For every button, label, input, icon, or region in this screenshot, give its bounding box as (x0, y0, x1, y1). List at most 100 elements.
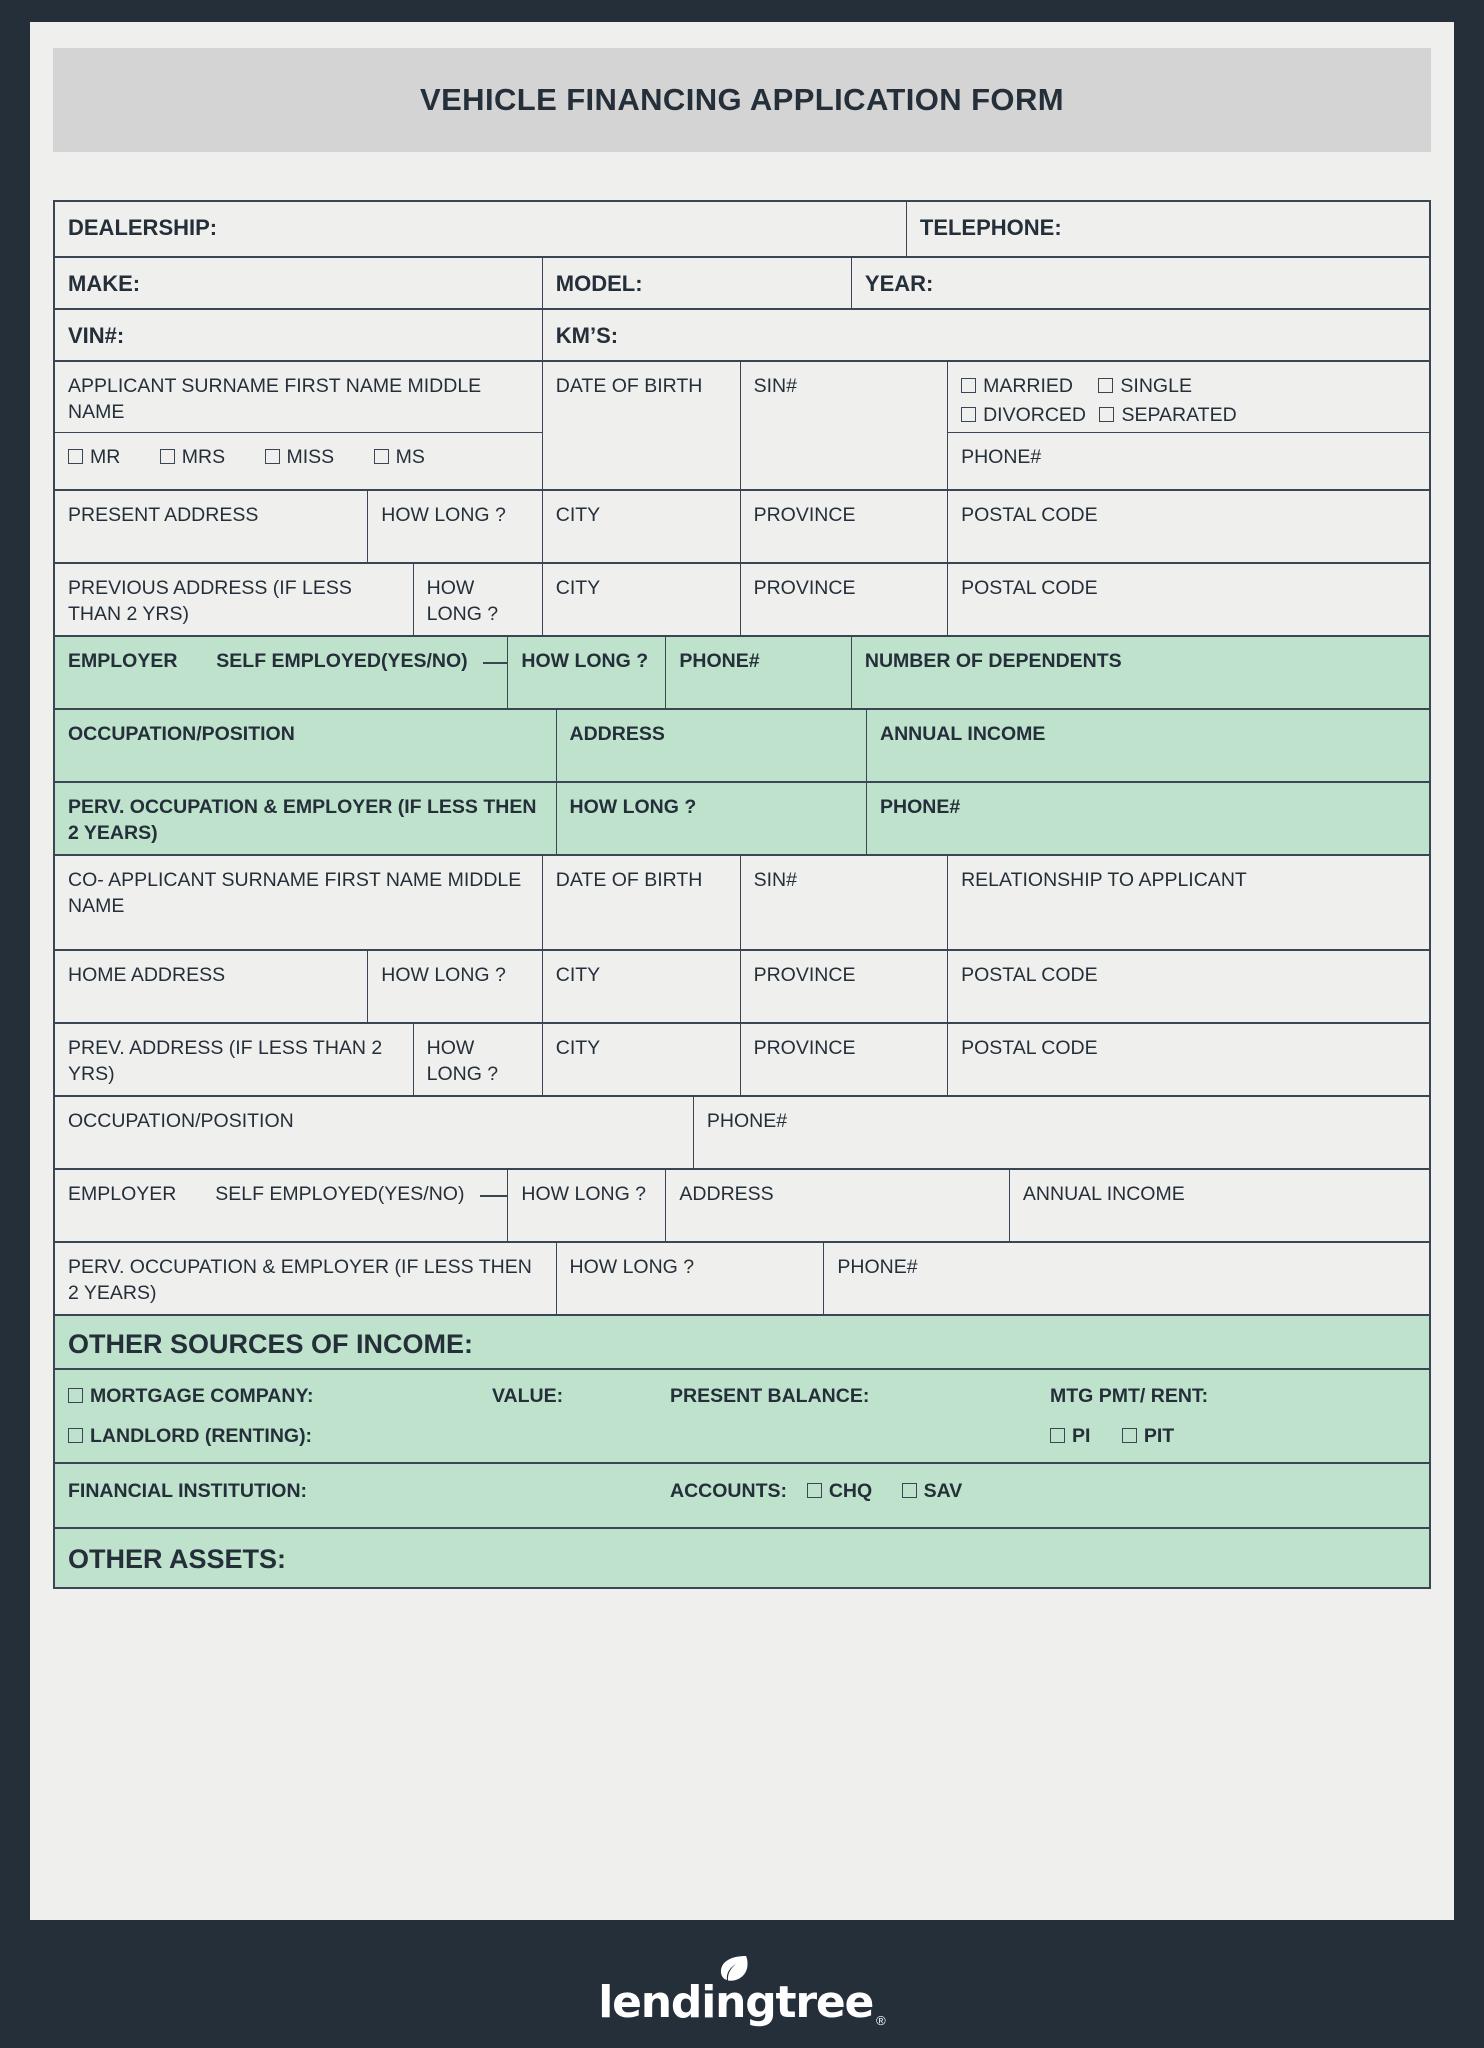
field-present-how-long[interactable]: HOW LONG ? (368, 491, 543, 562)
field-employer-phone[interactable]: PHONE# (666, 637, 852, 708)
field-coapplicant-prev-city[interactable]: CITY (543, 1024, 741, 1095)
field-previous-address[interactable]: PREVIOUS ADDRESS (IF LESS THAN 2 YRS) (55, 564, 414, 635)
field-coapplicant-prev-how-long[interactable]: HOW LONG ? (557, 1243, 825, 1314)
field-prev-occupation-phone[interactable]: PHONE# (880, 796, 961, 818)
checkbox-icon[interactable] (1099, 407, 1115, 423)
field-applicant-dob[interactable]: DATE OF BIRTH (543, 362, 741, 489)
checkbox-icon[interactable] (961, 378, 977, 393)
field-number-of-dependents[interactable]: NUMBER OF DEPENDENTS (864, 650, 1122, 672)
checkbox-icon[interactable] (68, 1388, 83, 1403)
checkbox-icon[interactable] (264, 449, 280, 464)
field-previous-city[interactable]: CITY (543, 564, 741, 635)
checkbox-icon[interactable] (806, 1483, 822, 1498)
field-applicant-names[interactable]: APPLICANT SURNAME FIRST NAME MIDDLE NAME (55, 362, 542, 433)
field-model[interactable]: MODEL: (543, 258, 852, 308)
field-previous-how-long[interactable]: HOW LONG ? (414, 564, 543, 635)
field-vin[interactable]: VIN#: (55, 310, 543, 360)
field-coapplicant-prev-address[interactable]: PREV. ADDRESS (IF LESS THAN 2 YRS) (55, 1024, 414, 1095)
field-present-province[interactable]: PROVINCE (741, 491, 949, 562)
checkbox-pit[interactable]: PIT (1121, 1423, 1174, 1449)
page-title: VEHICLE FINANCING APPLICATION FORM (420, 82, 1064, 117)
field-applicant-sin[interactable]: SIN# (741, 362, 949, 489)
field-present-city[interactable]: CITY (543, 491, 741, 562)
checkbox-married[interactable]: MARRIED (961, 373, 1073, 399)
field-coapplicant-names[interactable]: CO- APPLICANT SURNAME FIRST NAME MIDDLE … (55, 856, 543, 949)
checkbox-icon[interactable] (68, 1428, 83, 1443)
checkbox-chq[interactable]: CHQ (806, 1478, 872, 1504)
field-coapplicant-sin[interactable]: SIN# (741, 856, 949, 949)
field-dealership[interactable]: DEALERSHIP: (55, 202, 907, 256)
field-coapplicant-prev-province[interactable]: PROVINCE (741, 1024, 949, 1095)
field-present-balance[interactable]: PRESENT BALANCE: (670, 1385, 870, 1407)
registered-trademark-symbol: ® (876, 2012, 886, 2028)
field-applicant-phone[interactable]: PHONE# (961, 446, 1042, 468)
checkbox-landlord-renting[interactable]: LANDLORD (RENTING): (68, 1423, 312, 1449)
field-kms[interactable]: KM’S: (555, 323, 619, 348)
checkbox-mortgage-company[interactable]: MORTGAGE COMPANY: (68, 1383, 314, 1409)
field-coapplicant-prev-occupation[interactable]: PERV. OCCUPATION & EMPLOYER (IF LESS THE… (55, 1243, 557, 1314)
checkbox-icon[interactable] (1121, 1428, 1137, 1443)
checkbox-icon[interactable] (1050, 1428, 1065, 1443)
applicant-identity-row: APPLICANT SURNAME FIRST NAME MIDDLE NAME… (55, 362, 1429, 491)
field-coapplicant-home-address[interactable]: HOME ADDRESS (55, 951, 369, 1022)
lendingtree-logo: lendingtree ® (598, 1955, 886, 2028)
applicant-present-address-row: PRESENT ADDRESS HOW LONG ? CITY PROVINCE… (55, 491, 1429, 564)
checkbox-mr[interactable]: MR (68, 444, 120, 470)
field-coapplicant-occupation[interactable]: OCCUPATION/POSITION (55, 1097, 694, 1168)
field-employer-how-long[interactable]: HOW LONG ? (508, 637, 667, 708)
field-coapplicant-employer[interactable]: EMPLOYER SELF EMPLOYED(YES/NO) (55, 1170, 509, 1241)
field-employer-address[interactable]: ADDRESS (557, 710, 868, 781)
checkbox-ms[interactable]: MS (373, 444, 425, 470)
field-coapplicant-prev-how-long[interactable]: HOW LONG ? (414, 1024, 543, 1095)
field-telephone[interactable]: TELEPHONE: (919, 215, 1062, 240)
other-assets-row: OTHER ASSETS: (55, 1529, 1429, 1587)
field-occupation-position[interactable]: OCCUPATION/POSITION (55, 710, 557, 781)
field-coapplicant-prev-phone[interactable]: PHONE# (837, 1256, 918, 1278)
field-value[interactable]: VALUE: (492, 1385, 564, 1407)
field-coapplicant-home-how-long[interactable]: HOW LONG ? (368, 951, 543, 1022)
field-coapplicant-employer-address[interactable]: ADDRESS (666, 1170, 1010, 1241)
checkbox-icon[interactable] (68, 449, 83, 464)
checkbox-label: MRS (181, 446, 226, 468)
field-employer[interactable]: EMPLOYER SELF EMPLOYED(YES/NO) (55, 637, 509, 708)
field-coapplicant-annual-income[interactable]: ANNUAL INCOME (1022, 1183, 1185, 1205)
field-coapplicant-home-province[interactable]: PROVINCE (741, 951, 949, 1022)
checkbox-icon[interactable] (901, 1483, 917, 1498)
checkbox-icon[interactable] (961, 407, 977, 423)
checkbox-icon[interactable] (373, 449, 389, 464)
field-previous-province[interactable]: PROVINCE (741, 564, 949, 635)
checkbox-single[interactable]: SINGLE (1098, 373, 1192, 399)
self-employed-blank[interactable] (483, 662, 508, 664)
field-make[interactable]: MAKE: (55, 258, 543, 308)
applicant-title-checkboxes: MR MRS MISS MS (55, 433, 542, 489)
field-annual-income[interactable]: ANNUAL INCOME (880, 723, 1046, 745)
field-previous-postal-code[interactable]: POSTAL CODE (961, 577, 1098, 599)
field-financial-institution[interactable]: FINANCIAL INSTITUTION: (68, 1480, 308, 1502)
mortgage-landlord-block: MORTGAGE COMPANY: VALUE: PRESENT BALANCE… (55, 1370, 1429, 1462)
checkbox-icon[interactable] (159, 449, 175, 464)
checkbox-icon[interactable] (1098, 378, 1114, 393)
field-relationship-to-applicant[interactable]: RELATIONSHIP TO APPLICANT (961, 869, 1247, 891)
field-coapplicant-home-postal-code[interactable]: POSTAL CODE (961, 964, 1098, 986)
checkbox-sav[interactable]: SAV (901, 1478, 962, 1504)
checkbox-label: SINGLE (1120, 375, 1192, 397)
checkbox-miss[interactable]: MISS (264, 444, 334, 470)
field-coapplicant-occupation-phone[interactable]: PHONE# (706, 1110, 788, 1132)
field-coapplicant-dob[interactable]: DATE OF BIRTH (543, 856, 741, 949)
label-employer: EMPLOYER (68, 650, 178, 672)
field-coapplicant-home-city[interactable]: CITY (543, 951, 741, 1022)
checkbox-divorced[interactable]: DIVORCED (961, 402, 1086, 428)
checkbox-separated[interactable]: SEPARATED (1099, 402, 1237, 428)
field-prev-occupation-employer[interactable]: PERV. OCCUPATION & EMPLOYER (IF LESS THE… (55, 783, 557, 854)
field-coapplicant-employer-how-long[interactable]: HOW LONG ? (508, 1170, 667, 1241)
field-present-address[interactable]: PRESENT ADDRESS (55, 491, 369, 562)
field-coapplicant-prev-postal-code[interactable]: POSTAL CODE (961, 1037, 1098, 1059)
checkbox-mrs[interactable]: MRS (159, 444, 226, 470)
field-prev-occupation-how-long[interactable]: HOW LONG ? (557, 783, 868, 854)
field-mtg-pmt-rent[interactable]: MTG PMT/ RENT: (1050, 1385, 1209, 1407)
self-employed-blank[interactable] (479, 1195, 508, 1197)
field-present-postal-code[interactable]: POSTAL CODE (961, 504, 1098, 526)
checkbox-pi[interactable]: PI (1050, 1423, 1090, 1449)
dealership-row: DEALERSHIP: TELEPHONE: (55, 202, 1429, 258)
field-year[interactable]: YEAR: (864, 271, 934, 296)
